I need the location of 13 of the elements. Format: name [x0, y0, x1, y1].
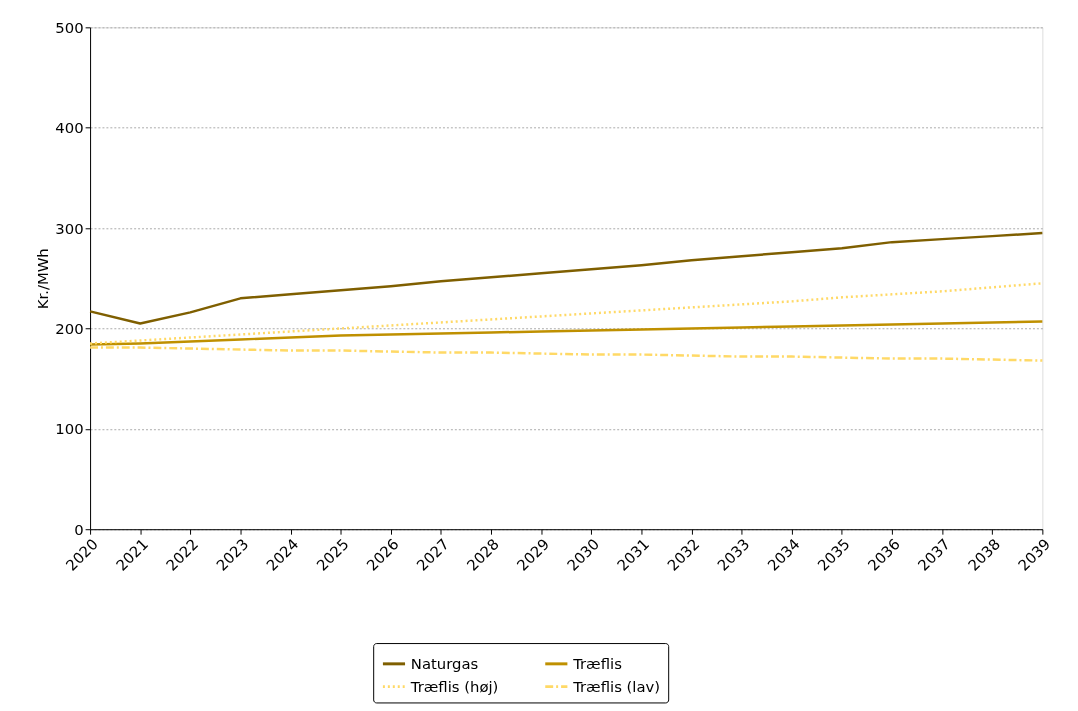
legend-label: Træflis	[572, 654, 622, 672]
y-tick-label: 300	[55, 219, 84, 237]
line-series	[88, 320, 1044, 346]
legend-label: Træflis (lav)	[572, 677, 661, 695]
y-tick-label: 200	[55, 319, 84, 337]
y-axis-title: Kr./MWh	[34, 248, 52, 310]
y-tick-label: 0	[74, 520, 84, 538]
legend-label: Naturgas	[410, 654, 479, 672]
legend-label: Træflis (høj)	[409, 677, 499, 695]
y-tick-label: 400	[55, 119, 84, 137]
y-tick-label: 100	[55, 420, 84, 438]
line-series	[88, 231, 1044, 325]
y-tick-label: 500	[55, 18, 84, 36]
